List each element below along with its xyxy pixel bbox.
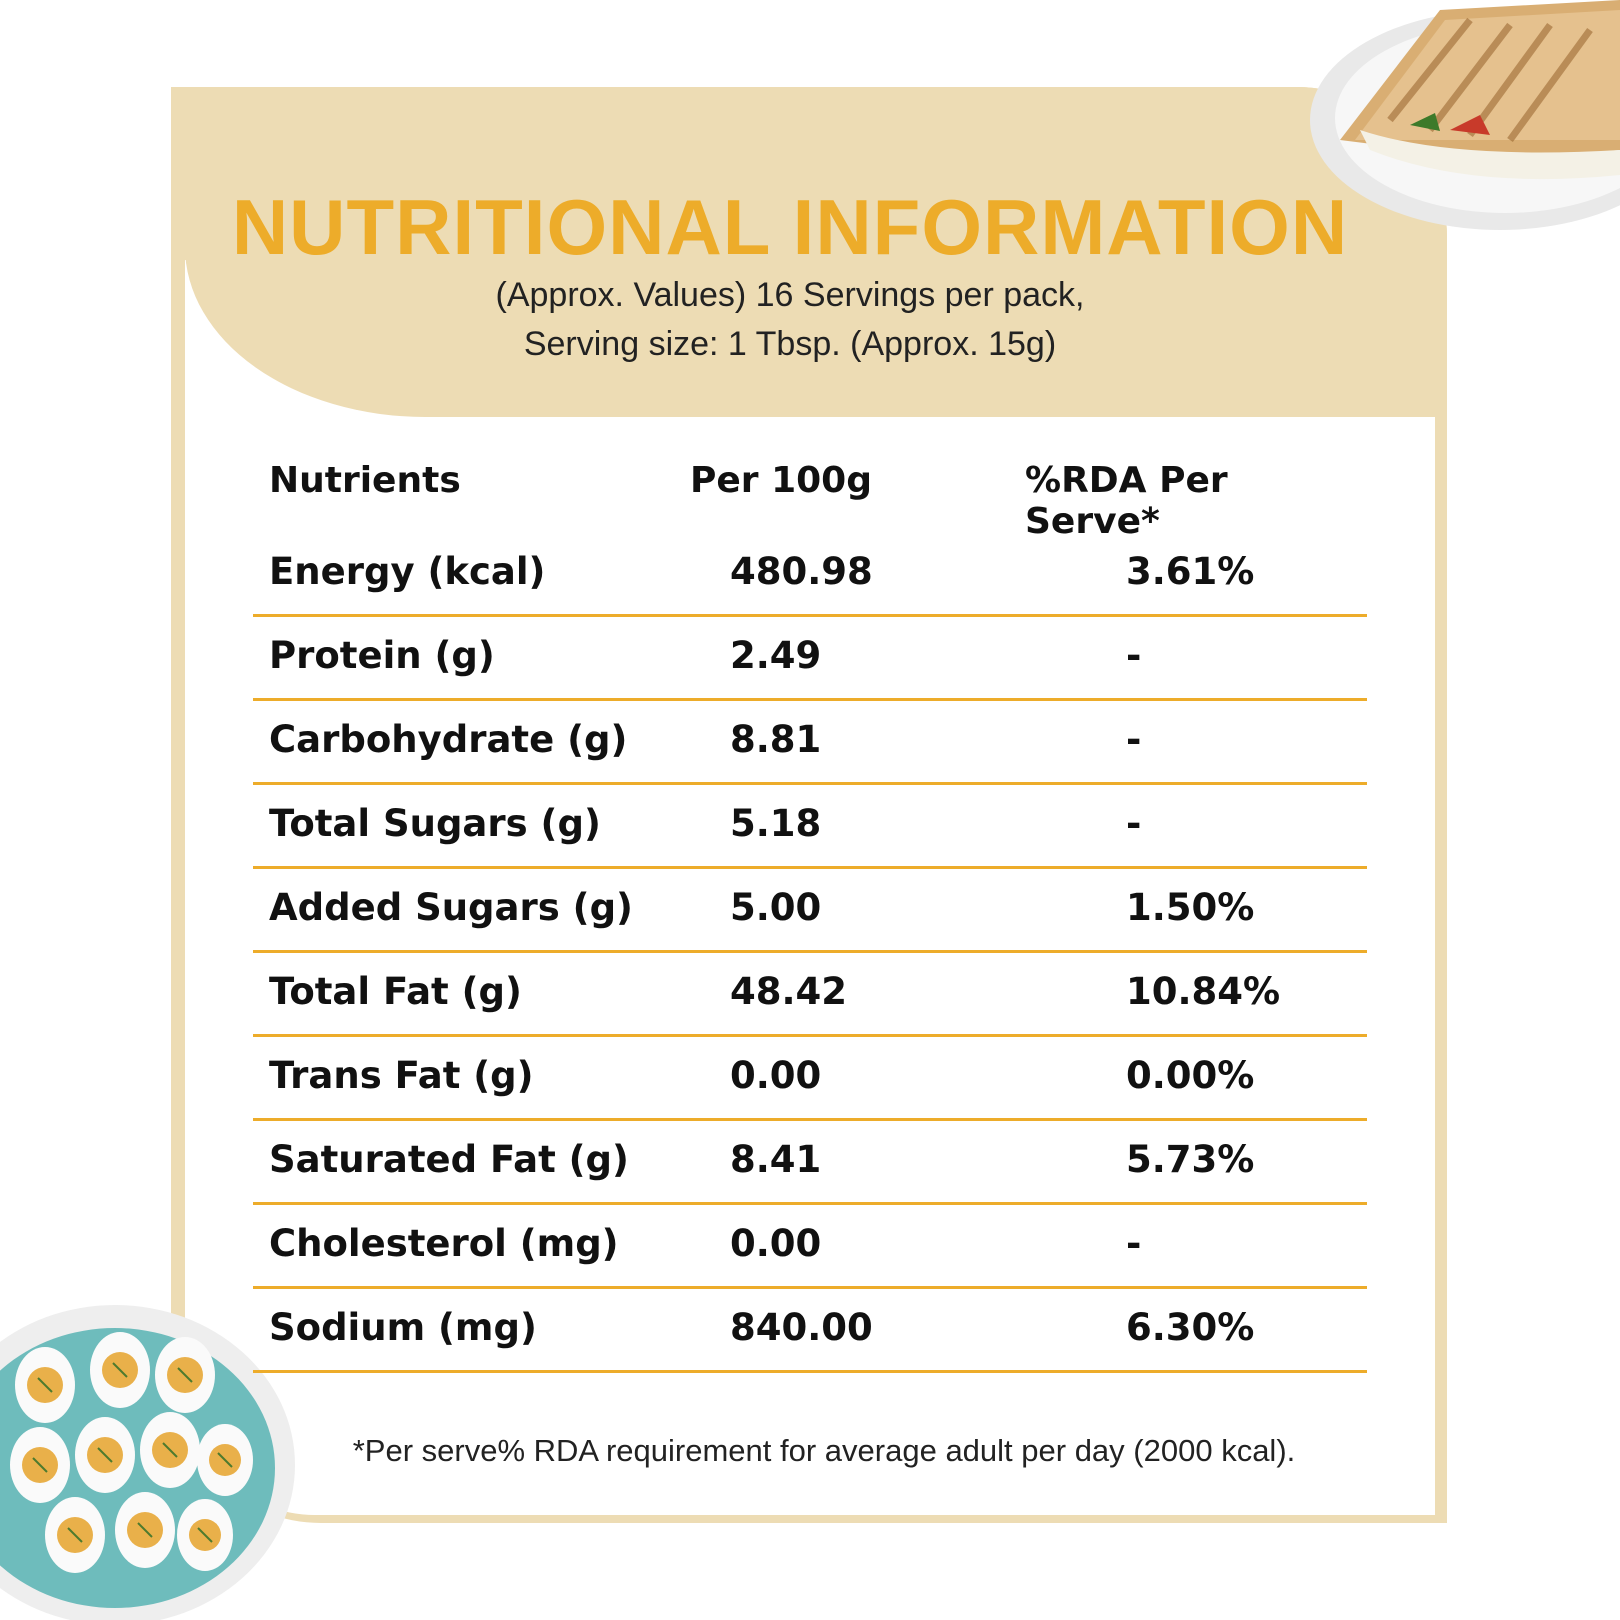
- table-row: Sodium (mg) 840.00 6.30%: [253, 1286, 1367, 1373]
- nutrient-name: Saturated Fat (g): [269, 1138, 629, 1181]
- nutrient-name: Added Sugars (g): [269, 886, 633, 929]
- table-row: Energy (kcal) 480.98 3.61%: [253, 530, 1367, 617]
- rda-value: -: [1126, 1222, 1142, 1265]
- nutrient-name: Trans Fat (g): [269, 1054, 534, 1097]
- rda-value: 5.73%: [1126, 1138, 1255, 1181]
- per-100g-value: 840.00: [730, 1306, 873, 1349]
- per-100g-value: 8.41: [730, 1138, 822, 1181]
- nutrient-name: Carbohydrate (g): [269, 718, 628, 761]
- table-row: Total Fat (g) 48.42 10.84%: [253, 950, 1367, 1037]
- rda-value: -: [1126, 718, 1142, 761]
- sandwich-plate-image: [1310, 0, 1620, 230]
- nutrient-name: Energy (kcal): [269, 550, 546, 593]
- rda-value: 1.50%: [1126, 886, 1255, 929]
- nutrient-name: Total Sugars (g): [269, 802, 601, 845]
- per-100g-value: 48.42: [730, 970, 848, 1013]
- table-row: Added Sugars (g) 5.00 1.50%: [253, 866, 1367, 953]
- per-100g-value: 8.81: [730, 718, 822, 761]
- header-rda-per-serve: %RDA Per Serve*: [1025, 460, 1228, 542]
- footnote: *Per serve% RDA requirement for average …: [352, 1433, 1296, 1468]
- nutrient-name: Sodium (mg): [269, 1306, 537, 1349]
- table-row: Carbohydrate (g) 8.81 -: [253, 698, 1367, 785]
- rda-value: 0.00%: [1126, 1054, 1255, 1097]
- table-row: Protein (g) 2.49 -: [253, 614, 1367, 701]
- table-row: Saturated Fat (g) 8.41 5.73%: [253, 1118, 1367, 1205]
- per-100g-value: 480.98: [730, 550, 873, 593]
- table-row: Cholesterol (mg) 0.00 -: [253, 1202, 1367, 1289]
- table-row: Trans Fat (g) 0.00 0.00%: [253, 1034, 1367, 1121]
- rda-value: -: [1126, 634, 1142, 677]
- header-nutrients: Nutrients: [269, 460, 461, 501]
- per-100g-value: 0.00: [730, 1054, 822, 1097]
- per-100g-value: 5.00: [730, 886, 822, 929]
- nutrient-name: Protein (g): [269, 634, 495, 677]
- header-per-100g: Per 100g: [690, 460, 873, 501]
- rda-value: 3.61%: [1126, 550, 1255, 593]
- card-body: [185, 260, 1435, 1515]
- rda-value: 10.84%: [1126, 970, 1281, 1013]
- per-100g-value: 2.49: [730, 634, 822, 677]
- table-row: Total Sugars (g) 5.18 -: [253, 782, 1367, 869]
- per-100g-value: 0.00: [730, 1222, 822, 1265]
- rda-value: 6.30%: [1126, 1306, 1255, 1349]
- rda-value: -: [1126, 802, 1142, 845]
- nutrient-name: Total Fat (g): [269, 970, 522, 1013]
- page-title: NUTRITIONAL INFORMATION: [231, 183, 1349, 271]
- per-100g-value: 5.18: [730, 802, 822, 845]
- nutrient-name: Cholesterol (mg): [269, 1222, 619, 1265]
- header-panel: [185, 87, 1447, 417]
- deviled-eggs-image: [0, 1305, 295, 1620]
- servings-info: (Approx. Values) 16 Servings per pack,: [495, 276, 1085, 314]
- serving-size-info: Serving size: 1 Tbsp. (Approx. 15g): [523, 325, 1057, 363]
